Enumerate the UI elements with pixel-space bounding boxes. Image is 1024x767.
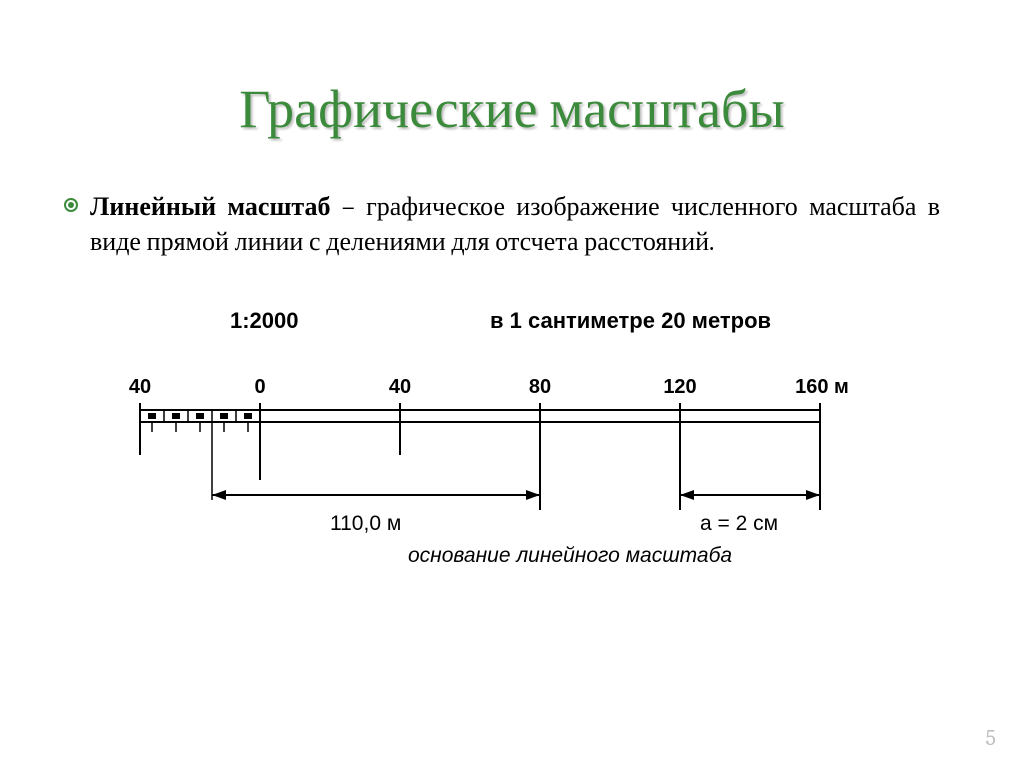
definition-paragraph: Линейный масштаб – графическое изображен… <box>90 190 940 260</box>
page-title: Графические масштабы <box>0 78 1024 141</box>
scale-svg <box>0 300 1024 620</box>
term: Линейный масштаб <box>90 192 331 222</box>
bullet-icon <box>64 198 78 212</box>
page-number: 5 <box>986 725 996 751</box>
scale-diagram: 1:2000 в 1 сантиметре 20 метров 40 0 40 … <box>0 300 1024 720</box>
